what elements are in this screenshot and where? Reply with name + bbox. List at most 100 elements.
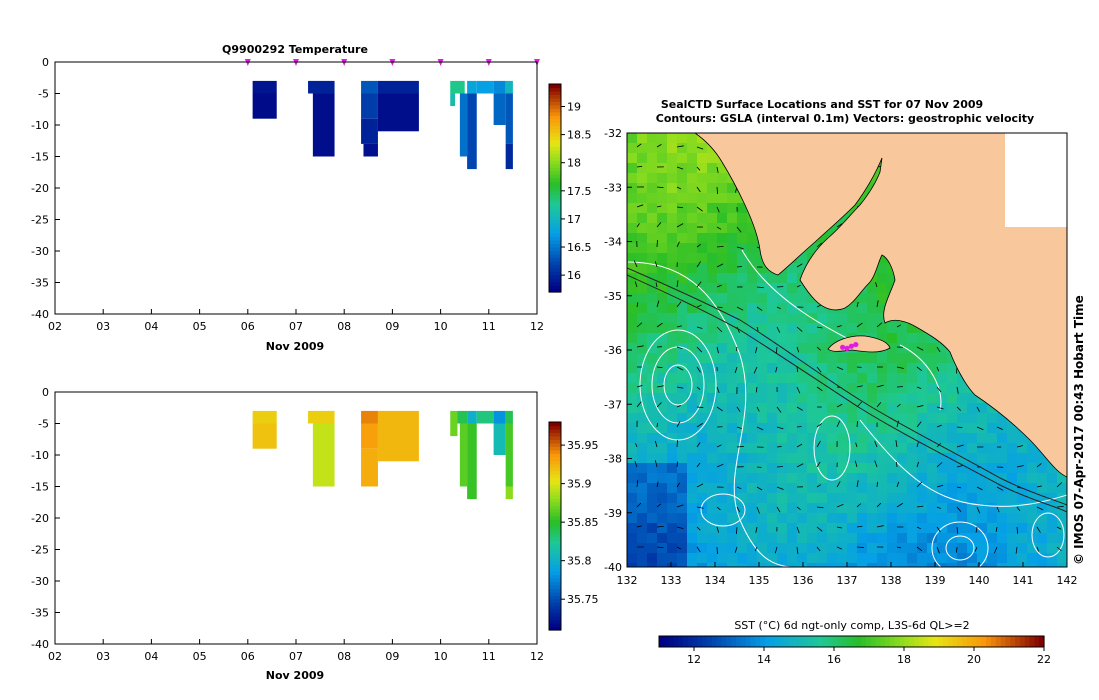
sst-pixel <box>1057 483 1067 494</box>
sst-pixel <box>847 503 858 514</box>
sst-pixel <box>707 473 718 484</box>
sst-pixel <box>897 423 908 434</box>
sst-pixel <box>887 273 898 284</box>
sst-pixel <box>767 443 778 454</box>
colorbar-swatch <box>549 240 561 245</box>
sst-pixel <box>767 513 778 524</box>
sst-pixel <box>847 363 858 374</box>
map-colorbar-swatch <box>764 636 771 647</box>
velocity-vector <box>756 306 763 311</box>
sst-pixel <box>897 513 908 524</box>
velocity-vector <box>1036 506 1044 511</box>
velocity-vector <box>636 345 644 348</box>
velocity-vector <box>636 385 643 388</box>
data-cell <box>493 423 506 455</box>
sst-pixel <box>997 493 1008 504</box>
data-cell <box>361 80 378 94</box>
sst-pixel <box>707 253 718 264</box>
sst-pixel <box>637 243 648 254</box>
data-cell <box>459 93 468 157</box>
sst-pixel <box>677 543 688 554</box>
velocity-vector <box>1056 506 1064 508</box>
sst-pixel <box>767 463 778 474</box>
sst-pixel <box>857 363 868 374</box>
sst-pixel <box>947 543 958 554</box>
sst-pixel <box>837 213 848 224</box>
sst-pixel <box>767 353 778 364</box>
velocity-vector <box>676 346 683 350</box>
sst-pixel <box>677 183 688 194</box>
sst-pixel <box>647 463 658 474</box>
velocity-vector <box>676 461 679 468</box>
sst-pixel <box>707 193 718 204</box>
velocity-vector <box>796 443 803 448</box>
sst-pixel <box>1027 473 1038 484</box>
sst-pixel <box>797 443 808 454</box>
map-y-tick-label: -38 <box>604 453 622 466</box>
sst-pixel <box>977 403 988 414</box>
sst-pixel <box>767 473 778 484</box>
sst-pixel <box>937 543 948 554</box>
sst-pixel <box>797 423 808 434</box>
data-cell <box>505 93 513 144</box>
sst-pixel <box>657 353 668 364</box>
sst-pixel <box>937 553 948 564</box>
sst-pixel <box>1037 483 1048 494</box>
velocity-vector <box>736 306 744 311</box>
velocity-vector <box>936 406 944 410</box>
sst-pixel <box>1037 463 1048 474</box>
sst-pixel <box>847 443 858 454</box>
sst-pixel <box>1057 543 1067 554</box>
sst-pixel <box>667 533 678 544</box>
colorbar-swatch <box>549 97 561 102</box>
sst-pixel <box>897 403 908 414</box>
sst-pixel <box>1007 513 1018 524</box>
sst-pixel <box>917 453 928 464</box>
colorbar-swatch <box>549 550 561 555</box>
sst-pixel <box>717 273 728 284</box>
map-colorbar-swatch <box>942 636 949 647</box>
velocity-vector <box>696 146 704 150</box>
y-tick-label: -15 <box>31 481 49 494</box>
velocity-vector <box>796 386 801 394</box>
x-tick-label: 08 <box>337 650 351 663</box>
sst-pixel <box>627 153 638 164</box>
sst-pixel <box>727 553 738 564</box>
temperature-panel: Q9900292 Temperature 02 03 04 05 06 07 08 09 10 1… <box>31 43 591 353</box>
sst-pixel <box>947 443 958 454</box>
sst-pixel <box>887 463 898 474</box>
sst-pixel <box>667 403 678 414</box>
sst-pixel <box>887 433 898 444</box>
sst-pixel <box>657 533 668 544</box>
sst-pixel <box>1037 563 1048 567</box>
sst-pixel <box>687 173 698 184</box>
colorbar-swatch <box>549 515 561 520</box>
sst-pixel <box>877 493 888 504</box>
sst-pixel <box>947 523 958 534</box>
sst-pixel <box>767 403 778 414</box>
data-cell <box>457 410 468 424</box>
velocity-vector <box>755 386 758 393</box>
sst-pixel <box>887 503 898 514</box>
map-x-tick-label: 140 <box>969 574 990 587</box>
sst-pixel <box>837 403 848 414</box>
sst-pixel <box>627 203 638 214</box>
sst-pixel <box>817 413 828 424</box>
sst-pixel <box>847 403 858 414</box>
colorbar-swatch <box>549 584 561 589</box>
sst-pixel <box>677 153 688 164</box>
sst-pixel <box>717 283 728 294</box>
sst-pixel <box>657 563 668 567</box>
sst-pixel <box>827 483 838 494</box>
sst-pixel <box>867 523 878 534</box>
sst-pixel <box>937 503 948 514</box>
sst-pixel <box>637 433 648 444</box>
velocity-vector <box>816 484 821 488</box>
velocity-vector <box>1056 546 1062 552</box>
sst-pixel <box>707 563 718 567</box>
sst-pixel <box>967 553 978 564</box>
sst-pixel <box>677 453 688 464</box>
sst-pixel <box>627 393 638 404</box>
y-tick-label: -25 <box>31 214 49 227</box>
sst-pixel <box>677 263 688 274</box>
